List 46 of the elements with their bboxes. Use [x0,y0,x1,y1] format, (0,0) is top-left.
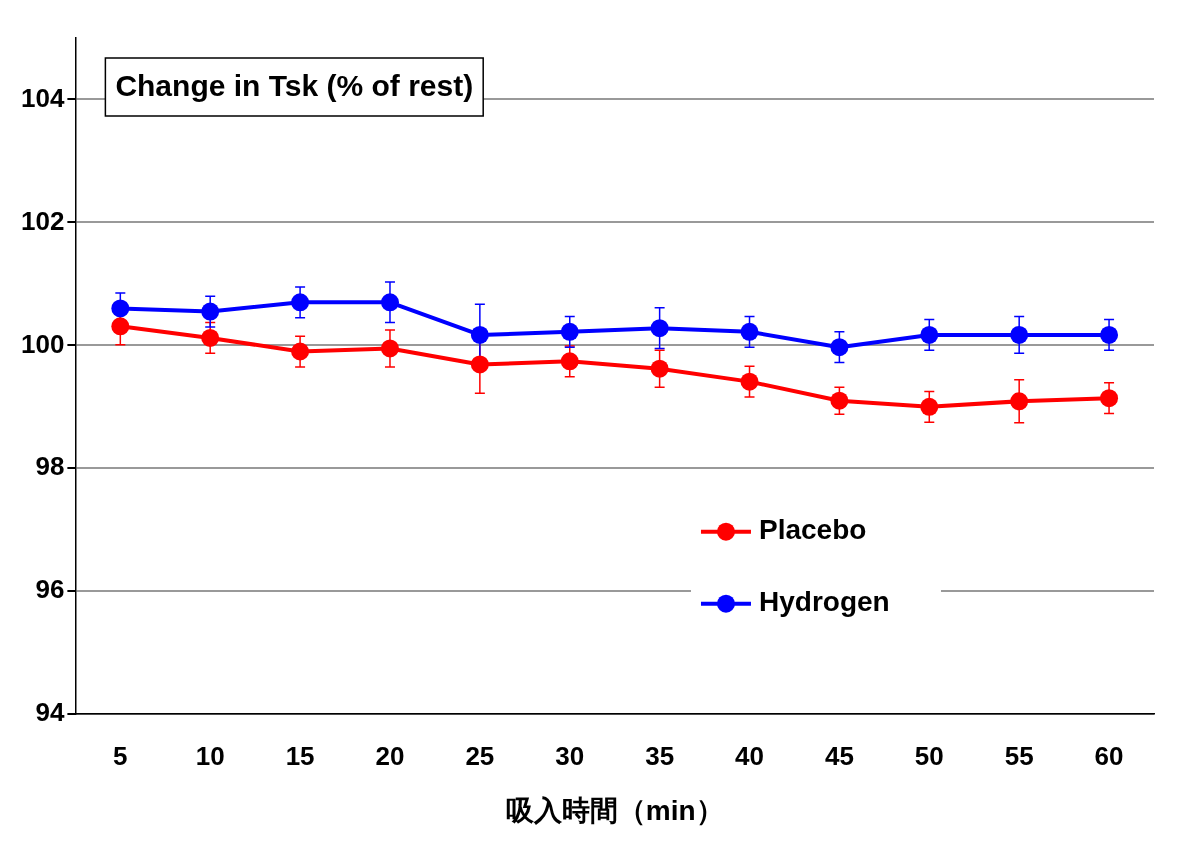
x-axis-title: 吸入時間（min） [505,794,724,826]
point [560,352,579,371]
point [380,339,399,358]
point [1010,325,1029,344]
point [201,328,220,347]
point [111,299,130,318]
y-tick-label: 96 [35,574,65,605]
y-tick-label: 98 [35,451,65,482]
point [291,342,310,361]
point [920,325,939,344]
point [830,391,849,410]
point [650,359,669,378]
point [650,319,669,338]
point [740,322,759,341]
point [1100,389,1119,408]
x-tick-label: 15 [285,740,315,771]
y-tick-label: 104 [20,82,65,113]
x-tick-label: 55 [1004,740,1034,771]
point [1100,325,1119,344]
x-tick-label: 35 [645,740,675,771]
x-tick-label: 25 [465,740,495,771]
point [111,317,130,336]
y-tick-label: 94 [35,697,65,728]
x-tick-label: 10 [195,740,225,771]
y-tick-label: 102 [20,205,65,236]
point [830,338,849,357]
point [920,397,939,416]
legend-label: Placebo [758,514,867,546]
x-tick-label: 30 [555,740,585,771]
point [1010,392,1029,411]
point [470,355,489,374]
x-tick-label: 60 [1094,740,1124,771]
point [291,293,310,312]
x-tick-label: 50 [914,740,944,771]
point [740,372,759,391]
x-tick-label: 5 [113,740,128,771]
legend-label: Hydrogen [758,586,890,618]
x-tick-label: 20 [375,740,405,771]
point [201,302,220,321]
text: Change in Tsk (% of rest) [115,69,474,103]
x-tick-label: 40 [735,740,764,771]
x-tick-label: 45 [824,740,854,771]
point [560,322,579,341]
point [470,325,489,344]
point [380,293,399,312]
y-tick-label: 100 [20,328,65,359]
